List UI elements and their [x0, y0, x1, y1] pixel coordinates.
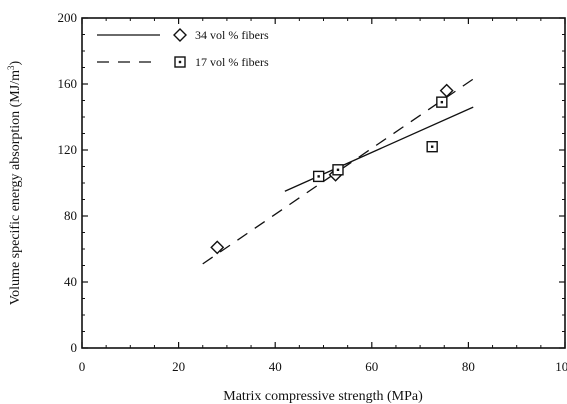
x-axis-ticks: 0 20 40 60 80 100	[79, 18, 567, 374]
legend-square-glyph	[174, 56, 186, 68]
plot-area	[81, 17, 566, 349]
x-tick-label: 80	[462, 359, 475, 374]
y-tick-label: 200	[58, 10, 78, 25]
legend-diamond-marker	[173, 28, 187, 42]
square-marker-series-1	[312, 170, 325, 183]
square-marker-series-1-dot	[317, 175, 320, 178]
y-axis-title-main: Volume specific energy absorption (MJ/m	[8, 70, 23, 305]
legend-square-marker	[174, 56, 186, 68]
y-axis-title-close: )	[8, 61, 23, 66]
x-tick-label: 60	[365, 359, 378, 374]
x-tick-label: 40	[269, 359, 282, 374]
y-tick-label: 40	[64, 274, 77, 289]
y-axis-ticks: 0 40 80 120 160 200	[58, 10, 565, 355]
y-tick-label: 80	[64, 208, 77, 223]
legend-label-34-vol: 34 vol % fibers	[195, 28, 269, 42]
square-marker-series-1-dot	[440, 100, 444, 104]
data-markers	[210, 83, 454, 255]
x-tick-label: 0	[79, 359, 86, 374]
legend-square-glyph-dot	[178, 60, 182, 64]
x-axis-title: Matrix compressive strength (MPa)	[223, 389, 423, 404]
x-tick-label: 100	[555, 359, 567, 374]
y-tick-label: 120	[58, 142, 78, 157]
square-marker-series-1	[426, 140, 438, 153]
plot-frame	[81, 17, 566, 349]
x-tick-label: 20	[172, 359, 185, 374]
square-marker-series-1	[332, 164, 344, 176]
y-axis-title-superscript: 3	[6, 65, 16, 70]
legend-diamond-glyph	[173, 28, 187, 42]
square-marker-series-1	[436, 96, 448, 108]
y-axis-title: Volume specific energy absorption (MJ/m3…	[6, 61, 23, 306]
y-tick-label: 160	[58, 76, 78, 91]
diamond-marker-series-0	[210, 240, 225, 255]
y-tick-label: 0	[71, 340, 78, 355]
square-marker-series-1-dot	[430, 145, 434, 148]
legend-label-17-vol: 17 vol % fibers	[195, 55, 269, 69]
legend: 34 vol % fibers 17 vol % fibers	[97, 28, 269, 69]
square-marker-series-1-dot	[336, 168, 340, 171]
